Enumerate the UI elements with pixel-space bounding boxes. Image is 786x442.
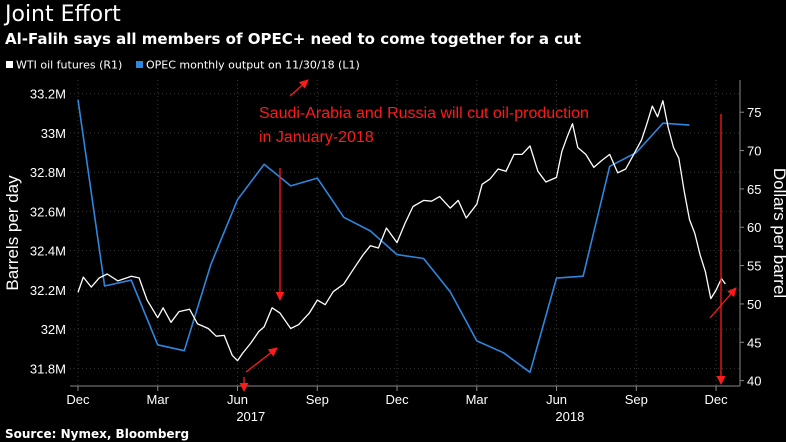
left-tick-label: 32.2M bbox=[30, 283, 66, 298]
annotation: Saudi-Arabia and Russia will cut oil-pro… bbox=[259, 105, 589, 146]
legend-label-opec: OPEC monthly output on 11/30/18 (L1) bbox=[146, 59, 360, 72]
x-tick-label: Sep bbox=[306, 392, 329, 407]
tick-labels: 31.8M 32M 32.2M 32.4M 32.6M 32.8M 33M 33.2M 40 45… bbox=[30, 87, 762, 424]
x-year-label: 2018 bbox=[555, 409, 584, 424]
annotation-line-1: Saudi-Arabia and Russia will cut oil-pro… bbox=[259, 105, 589, 122]
series-line-wti bbox=[77, 100, 726, 362]
x-tick-label: Jun bbox=[546, 392, 567, 407]
right-tick-label: 50 bbox=[747, 297, 761, 312]
annotation-line-2: in January-2018 bbox=[259, 129, 374, 146]
right-tick-label: 40 bbox=[747, 374, 761, 389]
gridlines bbox=[70, 80, 740, 386]
right-tick-label: 60 bbox=[747, 220, 761, 235]
left-tick-label: 32.4M bbox=[30, 244, 66, 259]
right-tick-label: 55 bbox=[747, 259, 761, 274]
series-group bbox=[77, 99, 726, 374]
left-axis-title: Barrels per day bbox=[3, 175, 22, 291]
legend-swatch-opec bbox=[136, 61, 143, 68]
right-tick-label: 65 bbox=[747, 182, 761, 197]
left-tick-label: 33M bbox=[41, 126, 66, 141]
arrow-up-2 bbox=[709, 287, 737, 319]
axes bbox=[70, 80, 741, 387]
left-tick-label: 32.8M bbox=[30, 165, 66, 180]
legend: WTI oil futures (R1) OPEC monthly output… bbox=[6, 59, 360, 72]
left-tick-label: 32M bbox=[41, 322, 66, 337]
source-note: Source: Nymex, Bloomberg bbox=[5, 427, 190, 441]
x-tick-label: Dec bbox=[66, 392, 90, 407]
legend-label-wti: WTI oil futures (R1) bbox=[16, 59, 122, 72]
x-year-label: 2017 bbox=[236, 409, 265, 424]
x-tick-label: Mar bbox=[147, 392, 170, 407]
series-line-opec bbox=[77, 99, 690, 374]
right-tick-label: 70 bbox=[747, 144, 761, 159]
right-axis-title: Dollars per barrel bbox=[770, 168, 786, 298]
x-tick-label: Jun bbox=[227, 392, 248, 407]
legend-swatch-wti bbox=[6, 61, 13, 68]
right-tick-label: 45 bbox=[747, 335, 761, 350]
chart-title: Joint Effort bbox=[5, 2, 121, 27]
left-tick-label: 32.6M bbox=[30, 204, 66, 219]
x-tick-label: Mar bbox=[466, 392, 489, 407]
chart-subtitle: Al-Falih says all members of OPEC+ need … bbox=[5, 30, 581, 48]
left-tick-label: 31.8M bbox=[30, 361, 66, 376]
annotation-arrows bbox=[239, 79, 737, 392]
left-tick-label: 33.2M bbox=[30, 87, 66, 102]
right-tick-label: 75 bbox=[747, 105, 761, 120]
arrow-legend bbox=[289, 79, 309, 97]
x-tick-label: Dec bbox=[385, 392, 409, 407]
arrow-up-1 bbox=[245, 347, 278, 373]
x-tick-label: Sep bbox=[625, 392, 648, 407]
chart-svg: WTI oil futures (R1) OPEC monthly output… bbox=[3, 59, 786, 425]
x-tick-label: Dec bbox=[705, 392, 729, 407]
